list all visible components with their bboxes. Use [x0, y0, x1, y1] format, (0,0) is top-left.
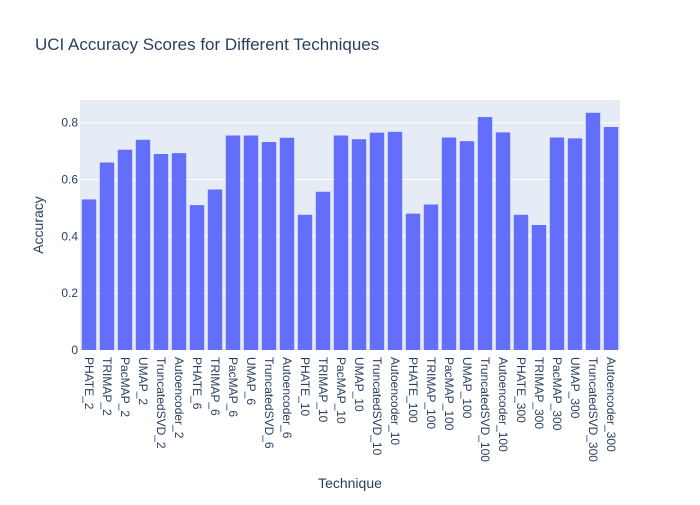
x-tick-label: TruncatedSVD_300 — [586, 357, 600, 462]
x-tick-label: TRIMAP_300 — [532, 357, 546, 429]
plot-area — [80, 100, 620, 350]
y-tick-label: 0.2 — [61, 286, 78, 300]
bar-pacmap_2 — [117, 149, 133, 350]
x-tick-label: PacMAP_10 — [334, 357, 348, 424]
x-tick-label: PacMAP_100 — [442, 357, 456, 431]
bar-phate_300 — [513, 214, 529, 350]
x-tick-label: UMAP_10 — [352, 357, 366, 412]
x-tick-label: UMAP_6 — [244, 357, 258, 405]
x-tick-label: TRIMAP_100 — [424, 357, 438, 429]
bar-umap_10 — [351, 139, 367, 350]
bar-umap_2 — [135, 139, 151, 350]
bar-phate_10 — [297, 214, 313, 350]
bar-phate_6 — [189, 205, 205, 350]
x-tick-label: Autoencoder_2 — [172, 357, 186, 439]
x-tick-label: PacMAP_300 — [550, 357, 564, 431]
bar-autoencoder_6 — [279, 137, 295, 350]
bar-phate_100 — [405, 213, 421, 350]
bar-trimap_2 — [99, 162, 115, 350]
bar-truncatedsvd_300 — [585, 112, 601, 350]
x-tick-label: Autoencoder_10 — [388, 357, 402, 445]
x-tick-label: PHATE_100 — [406, 357, 420, 423]
x-axis-label: Technique — [318, 475, 382, 491]
x-tick-label: PHATE_300 — [514, 357, 528, 423]
x-tick-label: TRIMAP_2 — [100, 357, 114, 416]
x-tick-label: UMAP_100 — [460, 357, 474, 419]
bar-truncatedsvd_6 — [261, 142, 277, 350]
y-tick-label: 0.6 — [61, 173, 78, 187]
x-tick-label: PacMAP_6 — [226, 357, 240, 417]
y-axis-ticks: 0 0.2 0.4 0.6 0.8 — [61, 116, 78, 357]
x-tick-label: TruncatedSVD_2 — [154, 357, 168, 449]
bar-pacmap_300 — [549, 137, 565, 350]
y-tick-label: 0.8 — [61, 116, 78, 130]
x-tick-label: UMAP_300 — [568, 357, 582, 419]
x-tick-label: PacMAP_2 — [118, 357, 132, 417]
x-axis-ticks: PHATE_2 TRIMAP_2 PacMAP_2 UMAP_2 TruncatedSV… — [82, 357, 618, 462]
x-tick-label: PHATE_6 — [190, 357, 204, 410]
bar-umap_300 — [567, 138, 583, 350]
chart-title: UCI Accuracy Scores for Different Techni… — [35, 35, 379, 54]
bar-autoencoder_10 — [387, 131, 403, 350]
y-tick-label: 0.4 — [61, 229, 78, 243]
bar-autoencoder_100 — [495, 132, 511, 350]
bar-trimap_100 — [423, 204, 439, 350]
bar-autoencoder_2 — [171, 153, 187, 350]
bar-phate_2 — [81, 199, 97, 350]
x-tick-label: PHATE_2 — [82, 357, 96, 410]
x-tick-label: TruncatedSVD_6 — [262, 357, 276, 449]
bar-trimap_6 — [207, 189, 223, 350]
bar-umap_100 — [459, 141, 475, 350]
x-tick-label: Autoencoder_300 — [604, 357, 618, 452]
bar-pacmap_6 — [225, 135, 241, 350]
x-tick-label: TruncatedSVD_100 — [478, 357, 492, 462]
bar-truncatedsvd_100 — [477, 117, 493, 350]
bar-truncatedsvd_10 — [369, 132, 385, 350]
y-axis-label: Accuracy — [30, 196, 46, 254]
y-tick-label: 0 — [71, 343, 78, 357]
grid-lines — [80, 122, 620, 294]
x-tick-label: TRIMAP_10 — [316, 357, 330, 423]
bars — [81, 112, 619, 350]
bar-pacmap_100 — [441, 137, 457, 350]
bar-umap_6 — [243, 135, 259, 350]
x-tick-label: PHATE_10 — [298, 357, 312, 416]
x-tick-label: UMAP_2 — [136, 357, 150, 405]
x-tick-label: TRIMAP_6 — [208, 357, 222, 416]
x-tick-label: Autoencoder_100 — [496, 357, 510, 452]
bar-truncatedsvd_2 — [153, 153, 169, 350]
bar-trimap_300 — [531, 225, 547, 350]
bar-autoencoder_300 — [603, 126, 619, 350]
x-tick-label: TruncatedSVD_10 — [370, 357, 384, 456]
bar-pacmap_10 — [333, 135, 349, 350]
bar-trimap_10 — [315, 191, 331, 350]
x-tick-label: Autoencoder_6 — [280, 357, 294, 439]
